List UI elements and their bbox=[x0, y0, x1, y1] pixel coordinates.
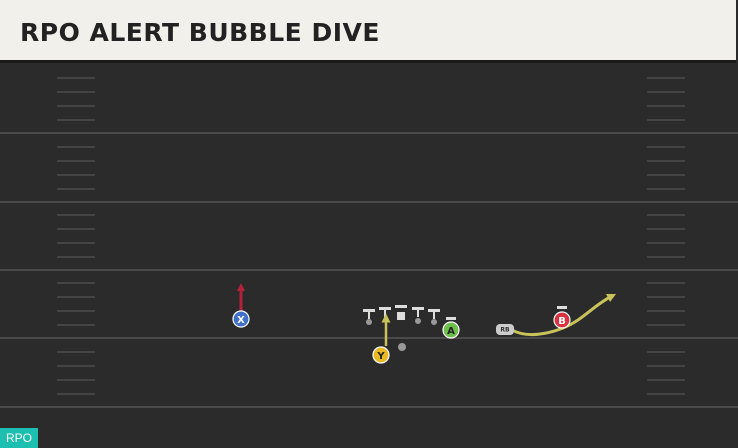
player-a bbox=[442, 321, 460, 339]
header-band bbox=[0, 0, 736, 60]
defender-marker bbox=[557, 306, 567, 309]
play-title: RPO ALERT BUBBLE DIVE bbox=[20, 18, 380, 47]
lineman bbox=[417, 307, 419, 317]
center bbox=[397, 312, 405, 320]
lineman bbox=[433, 309, 435, 319]
lineman bbox=[415, 318, 421, 324]
header-shadow bbox=[0, 60, 736, 63]
player-y bbox=[372, 346, 390, 364]
center bbox=[395, 305, 407, 308]
player-label: RB bbox=[500, 327, 510, 334]
tag-badge bbox=[0, 428, 38, 448]
player-label: X bbox=[237, 315, 245, 326]
lineman bbox=[431, 319, 437, 325]
offensive-line bbox=[363, 305, 440, 325]
player-rb bbox=[496, 324, 514, 335]
hash-marks bbox=[57, 77, 685, 395]
defender-marker bbox=[446, 317, 456, 320]
lineman bbox=[366, 319, 372, 325]
player-label: Y bbox=[376, 351, 385, 362]
route-rb bbox=[511, 293, 617, 337]
tag-label: RPO bbox=[6, 431, 32, 445]
quarterback bbox=[398, 343, 406, 351]
player-label: B bbox=[558, 316, 566, 327]
player-x bbox=[232, 310, 250, 328]
player-b bbox=[553, 311, 571, 329]
lineman bbox=[384, 307, 386, 317]
yard-lines bbox=[0, 132, 738, 408]
player-label: A bbox=[447, 326, 455, 337]
lineman bbox=[368, 309, 370, 319]
